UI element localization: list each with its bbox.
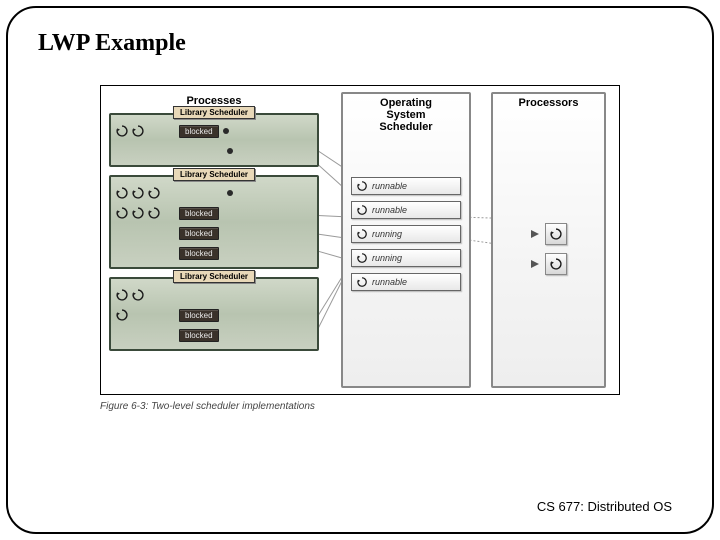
thread-icon [115,186,129,200]
library-scheduler-label: Library Scheduler [173,106,255,119]
arrow-right-icon [531,225,539,243]
state-badge: blocked [179,329,219,342]
column-header-os: OperatingSystemScheduler [343,94,469,139]
arrow-right-icon [531,255,539,273]
lwp-thread-icon [356,252,368,264]
thread-row: blocked [115,123,313,139]
lwp-thread-icon [356,180,368,192]
processor-box [545,253,567,275]
state-badge: blocked [179,247,219,260]
thread-row [115,143,313,159]
map-dot-icon [223,128,229,134]
thread-icon [115,206,129,220]
thread-icon [115,288,129,302]
processor-box [545,223,567,245]
lwp-box: runnable [351,273,461,291]
map-dot-icon [227,148,233,154]
lwp-list: runnable runnable running running runnab… [343,173,469,305]
column-processes: Processes Library Scheduler blockedLibra… [109,92,319,388]
thread-icon [147,206,161,220]
lwp-thread-icon [356,204,368,216]
figure-wrap: Processes Library Scheduler blockedLibra… [100,85,620,412]
figure-caption: Figure 6-3: Two-level scheduler implemen… [100,401,620,412]
lwp-box: runnable [351,201,461,219]
thread-row: blocked [115,205,313,221]
lwp-state-label: running [372,229,402,239]
thread-icon [131,124,145,138]
thread-row: blocked [115,327,313,343]
thread-icon [115,124,129,138]
thread-icon [131,186,145,200]
cpu-list [493,183,604,283]
figure: Processes Library Scheduler blockedLibra… [100,85,620,395]
processor-row [531,223,567,245]
state-badge: blocked [179,227,219,240]
lwp-state-label: runnable [372,181,407,191]
column-header-processors: Processors [493,94,604,115]
state-badge: blocked [179,125,219,138]
lwp-box: running [351,249,461,267]
page-title: LWP Example [38,30,682,57]
lwp-box: running [351,225,461,243]
lwp-box: runnable [351,177,461,195]
library-scheduler-label: Library Scheduler [173,270,255,283]
column-os-scheduler: OperatingSystemScheduler runnable runnab… [341,92,471,388]
thread-icon [131,206,145,220]
thread-icon [147,186,161,200]
lwp-state-label: runnable [372,277,407,287]
processor-row [531,253,567,275]
footer-text: CS 677: Distributed OS [537,499,672,514]
lwp-state-label: running [372,253,402,263]
process-box: Library Scheduler blocked [109,113,319,167]
thread-icon [115,308,129,322]
process-box: Library Scheduler blockedblockedblocked [109,175,319,269]
process-box: Library Scheduler blockedblocked [109,277,319,351]
slide-frame: LWP Example Processes Library Scheduler … [6,6,714,534]
lwp-state-label: runnable [372,205,407,215]
state-badge: blocked [179,309,219,322]
thread-row [115,287,313,303]
lwp-thread-icon [356,228,368,240]
thread-icon [131,288,145,302]
thread-row: blocked [115,307,313,323]
thread-row: blocked [115,225,313,241]
thread-row [115,185,313,201]
map-dot-icon [227,190,233,196]
state-badge: blocked [179,207,219,220]
library-scheduler-label: Library Scheduler [173,168,255,181]
column-processors: Processors [491,92,606,388]
thread-row: blocked [115,245,313,261]
lwp-thread-icon [356,276,368,288]
